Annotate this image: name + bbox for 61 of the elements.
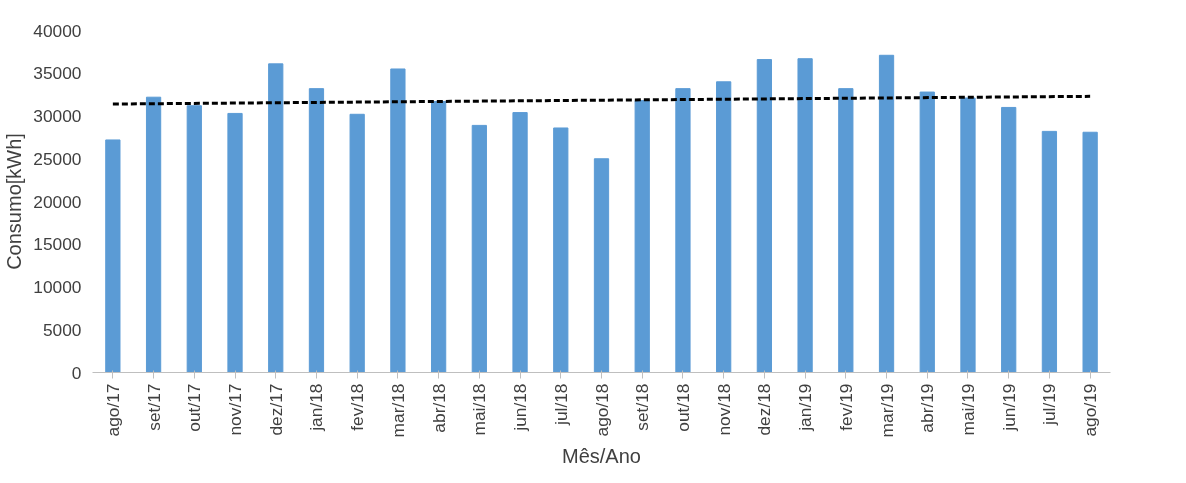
bar [593, 158, 610, 373]
x-tick-label: abr/18 [428, 383, 449, 433]
x-tick-label: jul/19 [1039, 383, 1060, 426]
y-tick-label: 10000 [33, 277, 82, 297]
bar [227, 112, 243, 373]
x-tick-label: out/17 [184, 383, 205, 432]
bar [471, 124, 487, 373]
bar [960, 97, 976, 373]
y-tick-label: 30000 [33, 106, 82, 126]
y-tick-label: 5000 [42, 319, 82, 340]
y-tick-label: 25000 [33, 148, 82, 169]
bar [797, 58, 813, 373]
bar [1041, 130, 1058, 373]
x-tick-label: dez/17 [265, 383, 286, 436]
bar [756, 59, 773, 373]
x-tick-label: ago/19 [1080, 383, 1101, 437]
y-axis-title: Consumo[kWh] [3, 133, 26, 270]
bar [268, 63, 284, 373]
bar [349, 113, 365, 373]
x-tick-label: jun/19 [998, 383, 1019, 432]
bar [430, 100, 447, 373]
bar [838, 88, 854, 373]
bar [634, 100, 650, 373]
x-tick-label: dez/18 [754, 383, 775, 436]
x-tick-label: mar/18 [387, 383, 408, 438]
y-tick-label: 35000 [33, 63, 82, 84]
bar [878, 54, 895, 373]
x-tick-label: mar/19 [876, 383, 897, 438]
x-tick-label: fev/18 [347, 383, 368, 431]
x-tick-label: fev/19 [835, 383, 856, 431]
x-tick-label: abr/19 [917, 383, 938, 433]
bar [105, 139, 121, 373]
x-tick-label: nov/18 [713, 383, 734, 436]
x-tick-label: ago/17 [102, 383, 123, 437]
bar [553, 127, 569, 373]
x-tick-label: nov/17 [225, 383, 246, 436]
bar [186, 105, 202, 373]
bar [390, 68, 406, 373]
bar [1082, 131, 1098, 373]
x-axis-title: Mês/Ano [562, 445, 641, 468]
y-tick-label: 20000 [33, 191, 82, 212]
x-tick-label: mai/19 [957, 383, 978, 436]
x-tick-label: jan/18 [306, 383, 327, 432]
x-tick-label: jan/19 [795, 383, 816, 432]
x-tick-label: out/18 [672, 383, 693, 432]
bar [1001, 106, 1017, 373]
bar [512, 112, 528, 373]
x-tick-label: jul/18 [550, 383, 571, 426]
bar [716, 81, 732, 373]
y-tick-label: 40000 [33, 20, 82, 41]
x-tick-label: set/17 [143, 383, 164, 431]
x-tick-label: mai/18 [469, 383, 490, 436]
x-tick-label: jun/18 [510, 383, 531, 432]
bar [919, 91, 935, 373]
x-tick-label: ago/18 [591, 383, 612, 437]
bar [308, 88, 325, 373]
x-tick-label: set/18 [632, 383, 653, 431]
bar [675, 88, 691, 373]
bar [145, 96, 162, 373]
y-tick-label: 0 [71, 362, 82, 383]
y-tick-label: 15000 [33, 234, 82, 255]
